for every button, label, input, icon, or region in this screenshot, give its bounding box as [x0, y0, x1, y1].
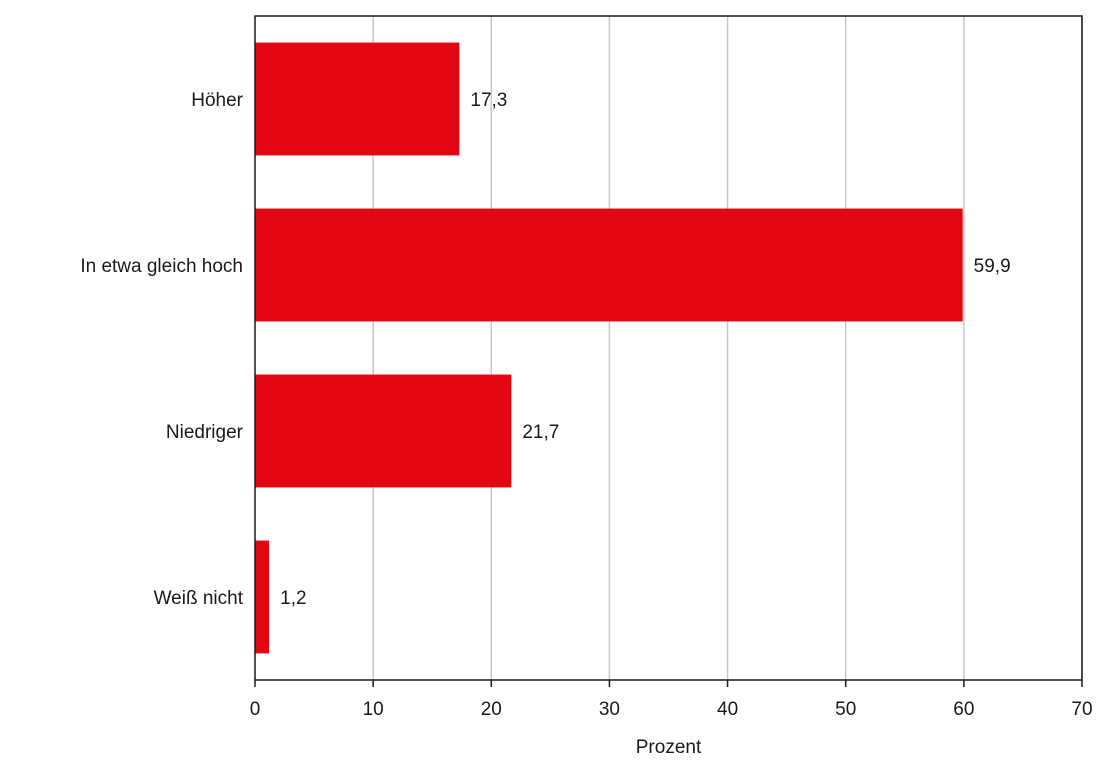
value-label-1: 17,3	[470, 90, 507, 111]
value-label-3: 21,7	[522, 422, 559, 443]
plot-frame	[254, 15, 1083, 681]
bars	[255, 42, 963, 654]
category-label-3: Niedriger	[166, 422, 244, 443]
x-tick-label-70: 70	[1071, 699, 1092, 720]
x-tick-label-30: 30	[599, 699, 620, 720]
bar-2	[255, 208, 963, 322]
category-label-1: Höher	[191, 90, 243, 111]
category-label-2: In etwa gleich hoch	[80, 256, 243, 277]
axes	[254, 15, 1083, 687]
x-tick-label-0: 0	[250, 699, 261, 720]
x-tick-label-10: 10	[363, 699, 384, 720]
x-tick-label-40: 40	[717, 699, 738, 720]
x-tick-label-60: 60	[953, 699, 974, 720]
gridlines	[372, 16, 1083, 680]
value-label-2: 59,9	[974, 256, 1011, 277]
x-tick-label-20: 20	[481, 699, 502, 720]
bar-1	[255, 42, 460, 156]
bar-4	[255, 540, 270, 654]
x-axis-title: Prozent	[636, 737, 702, 758]
category-label-4: Weiß nicht	[154, 588, 244, 609]
labels: 0 10 20 30 40 50 60 70 Höher 17,3 In etwa gleich h…	[80, 90, 1092, 720]
x-tick-label-50: 50	[835, 699, 856, 720]
bar-3	[255, 374, 512, 488]
value-label-4: 1,2	[280, 588, 306, 609]
